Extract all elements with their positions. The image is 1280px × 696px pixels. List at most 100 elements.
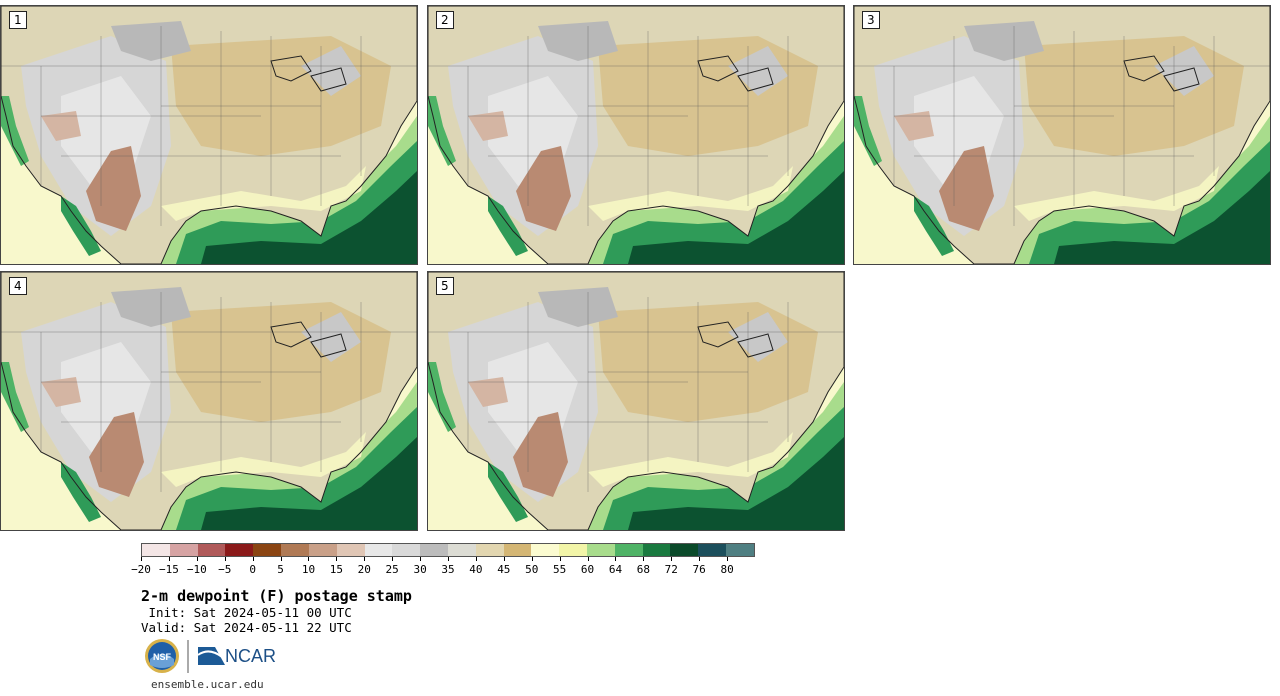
colorbar-tick [141,557,142,561]
colorbar-tick [587,557,589,561]
valid-time: Valid: Sat 2024-05-11 22 UTC [141,620,352,635]
colorbar-tick [336,557,338,561]
great-lakes [310,333,347,358]
colorbar-segment [670,544,699,556]
coastline [428,6,844,264]
pacific-coast-moisture [428,96,456,166]
ncar-logo-icon: NCAR [197,646,276,666]
colorbar-segment [587,544,615,556]
dry-patch [468,111,508,141]
colorbar-tick [364,557,366,561]
nsf-logo-icon: NSF [145,639,179,673]
colorbar-tick [699,557,701,561]
coastal-band [161,166,366,221]
dry-patch [41,111,81,141]
colorbar-tick [280,557,282,561]
dry-core [513,412,568,497]
panel-number-label: 3 [862,11,880,29]
northern-dry-patch [538,21,618,61]
colorbar-tick-label: 60 [580,563,595,576]
colorbar-segment [614,544,643,556]
colorbar-tick-label: 25 [385,563,399,576]
panel-number-label: 2 [436,11,454,29]
northern-dry-patch [538,287,618,327]
panel-number-label: 4 [9,277,27,295]
great-lakes [1163,67,1200,92]
very-humid-zone [628,437,844,530]
dry-core [89,412,144,497]
coastal-band [1014,166,1219,221]
dewpoint-map [1,272,417,530]
map-panel-5: 5 [427,271,845,531]
coastline [1,6,417,264]
colorbar-segment [336,544,365,556]
colorbar-segment [392,544,421,556]
colorbar-tick [224,557,226,561]
colorbar-segment [197,544,226,556]
colorbar-tick [643,557,645,561]
colorbar-tick-label: 20 [357,563,371,576]
great-lakes [1123,55,1165,82]
colorbar-tick-label: 80 [720,563,734,576]
dewpoint-map [854,6,1270,264]
colorbar-segment [698,544,727,556]
colorbar-tick-label: 10 [301,563,316,576]
init-time: Init: Sat 2024-05-11 00 UTC [141,605,352,620]
colorbar-tick [615,557,617,561]
colorbar-tick-label: −20 [131,563,151,576]
colorbar-tick-label: 50 [525,563,539,576]
dewpoint-map [1,6,417,264]
colorbar-tick [475,557,477,561]
colorbar-tick-label: −5 [218,563,232,576]
nsf-logo-text: NSF [153,652,172,662]
colorbar-tick [308,557,310,561]
colorbar-segment [169,544,198,556]
website-url: ensemble.ucar.edu [151,678,264,691]
colorbar-segment [475,544,504,556]
colorbar-tick [671,557,673,561]
coastal-band [588,432,793,487]
colorbar-tick [196,557,198,561]
colorbar-tick-label: −15 [158,563,179,576]
panel-number-label: 5 [436,277,454,295]
colorbar [141,543,755,557]
coastal-band [588,166,793,221]
chart-title: 2-m dewpoint (F) postage stamp [141,587,412,605]
colorbar-tick-label: 15 [329,563,343,576]
dewpoint-map [428,6,844,264]
ncar-logo-text: NCAR [225,646,276,666]
colorbar-tick [448,557,449,561]
colorbar-segment [420,544,448,556]
map-panel-2: 2 [427,5,845,265]
colorbar-segment [559,544,587,556]
colorbar-tick [420,557,422,561]
colorbar-tick-label: 55 [553,563,567,576]
logos: NSF NCAR [145,639,276,673]
pacific-coast-moisture [428,362,456,432]
colorbar-tick-label: 76 [692,563,706,576]
very-humid-zone [628,171,844,264]
pacific-coast-moisture [854,96,882,166]
colorbar-tick [503,557,505,561]
dry-core [939,146,994,231]
pacific-coast-moisture [1,96,29,166]
northern-dry-patch [111,21,191,61]
colorbar-tick-label: −10 [186,563,207,576]
colorbar-segment [281,544,309,556]
colorbar-tick-label: 5 [277,563,284,576]
colorbar-tick-label: 45 [497,563,511,576]
colorbar-tick-label: 64 [608,563,623,576]
colorbar-tick [531,557,533,561]
dewpoint-map [428,272,844,530]
coastline [854,6,1270,264]
colorbar-tick [252,557,254,561]
colorbar-tick [727,557,729,561]
colorbar-segment [308,544,337,556]
colorbar-tick-label: 72 [664,563,678,576]
colorbar-tick [168,557,170,561]
great-lakes [737,333,774,358]
great-lakes [697,55,739,82]
colorbar-segment [364,544,393,556]
coastline [428,272,844,530]
map-panel-4: 4 [0,271,418,531]
